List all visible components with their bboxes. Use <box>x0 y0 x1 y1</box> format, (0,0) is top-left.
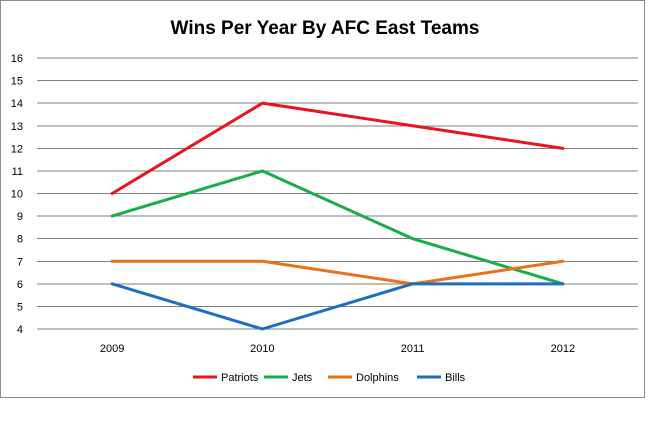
series-line-bills <box>110 282 565 331</box>
y-tick-label: 13 <box>11 121 23 133</box>
y-tick-label: 6 <box>17 279 23 291</box>
series-line-patriots <box>110 101 565 195</box>
y-tick-label: 12 <box>11 143 23 155</box>
y-tick-label: 4 <box>17 324 23 336</box>
legend-label: Dolphins <box>356 372 399 384</box>
chart-title: Wins Per Year By AFC East Teams <box>171 18 480 39</box>
y-tick-label: 16 <box>11 53 23 65</box>
series-line-jets <box>110 169 565 286</box>
x-tick-label: 2011 <box>401 343 425 355</box>
y-tick-label: 15 <box>11 76 23 88</box>
series-lines <box>110 101 565 331</box>
legend-label: Patriots <box>221 372 259 384</box>
x-axis-ticks: 2009 2010 2011 2012 <box>100 343 575 355</box>
y-tick-label: 8 <box>17 234 23 246</box>
legend-label: Bills <box>445 372 466 384</box>
x-tick-label: 2009 <box>100 343 124 355</box>
y-tick-label: 14 <box>11 98 23 110</box>
gridlines <box>37 57 638 330</box>
y-tick-label: 5 <box>17 301 23 313</box>
legend-label: Jets <box>292 372 313 384</box>
y-tick-label: 9 <box>17 211 23 223</box>
y-axis-ticks: 4 5 6 7 8 9 10 11 12 13 14 15 16 <box>11 53 23 336</box>
x-tick-label: 2012 <box>551 343 575 355</box>
y-tick-label: 7 <box>17 256 23 268</box>
x-tick-label: 2010 <box>250 343 274 355</box>
y-tick-label: 11 <box>12 166 23 178</box>
y-tick-label: 10 <box>11 189 23 201</box>
legend: Patriots Jets Dolphins Bills <box>193 372 466 384</box>
series-line-dolphins <box>110 259 565 286</box>
